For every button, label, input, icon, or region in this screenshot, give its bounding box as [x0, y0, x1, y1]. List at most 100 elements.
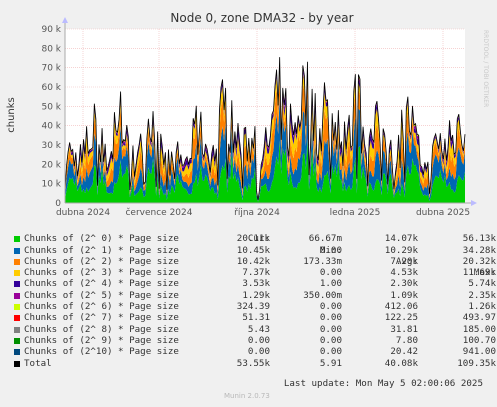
- chart: 0 10 k 20 k 30 k 40 k 50 k 60 k 70 k 80 k 90 k dub…: [6, 11, 489, 218]
- legend-value-min: 0.00: [319, 301, 342, 313]
- legend-value-avg: 4.53k: [390, 267, 418, 279]
- area-series-0: [65, 138, 465, 203]
- legend-series-name: Chunks of (2^ 6) * Page size: [24, 301, 179, 313]
- legend-value-max: 2.35k: [468, 289, 496, 301]
- legend-series-name: Chunks of (2^ 9) * Page size: [24, 334, 179, 346]
- legend-swatch: [14, 326, 20, 333]
- legend-value-max: 941.00: [462, 346, 496, 358]
- legend-value-avg: 2.30k: [390, 278, 418, 290]
- legend-value-avg: 1.09k: [390, 289, 418, 301]
- legend-value-cur: 324.39: [236, 301, 270, 313]
- last-update: Last update: Mon May 5 02:00:06 2025: [283, 378, 483, 389]
- legend-value-cur: 20.11k: [236, 233, 270, 245]
- y-axis-arrow: [62, 17, 68, 23]
- legend-value-avg: 7.20k: [390, 255, 418, 267]
- generator-label: Munin 2.0.73: [224, 392, 270, 400]
- legend-value-avg: 10.29k: [384, 244, 418, 256]
- x-tick-label: října 2024: [234, 208, 280, 218]
- legend-value-cur: 0.00: [247, 346, 270, 358]
- legend-value-avg: 412.06: [384, 301, 418, 313]
- legend-swatch: [14, 292, 20, 299]
- legend-value-avg: 14.07k: [384, 233, 418, 245]
- legend-value-max: 493.97: [462, 312, 496, 324]
- legend-row: Chunks of (2^ 2) * Page size 10.42k 173.33…: [14, 255, 496, 267]
- legend-swatch: [14, 236, 20, 243]
- legend-row: Chunks of (2^ 6) * Page size 324.39 0.00 41…: [14, 301, 496, 313]
- area-series-1: [65, 96, 465, 202]
- legend-value-min: 0.00: [319, 346, 342, 358]
- legend-series-name: Chunks of (2^ 1) * Page size: [24, 244, 179, 256]
- y-tick-label: 80 k: [41, 44, 61, 54]
- chart-title: Node 0, zone DMA32 - by year: [170, 11, 353, 25]
- y-tick-label: 90 k: [41, 25, 61, 35]
- legend-swatch: [14, 281, 20, 288]
- legend-row: Chunks of (2^ 9) * Page size 0.00 0.00 7.80…: [14, 334, 496, 346]
- legend-value-min: 0.00: [319, 312, 342, 324]
- legend-row: Chunks of (2^ 1) * Page size 10.45k 0.00 10…: [14, 244, 496, 256]
- legend-value-cur: 5.43: [247, 323, 270, 335]
- y-tick-label: 60 k: [41, 83, 61, 93]
- legend-row: Chunks of (2^ 3) * Page size 7.37k 0.00 4.5…: [14, 267, 496, 279]
- legend-swatch: [14, 247, 20, 254]
- legend-series-name: Chunks of (2^ 7) * Page size: [24, 312, 179, 324]
- legend-value-avg: 40.08k: [384, 357, 418, 369]
- legend-value-max: 5.74k: [468, 278, 496, 290]
- y-tick-label: 70 k: [41, 64, 61, 74]
- legend-value-min: 1.00: [319, 278, 342, 290]
- y-tick-label: 0: [55, 199, 61, 209]
- legend-series-name: Chunks of (2^ 0) * Page size: [24, 233, 179, 245]
- legend-swatch: [14, 337, 20, 344]
- legend-value-cur: 0.00: [247, 334, 270, 346]
- x-tick-label: ledna 2025: [330, 208, 381, 218]
- legend-header-avg: Avg:: [395, 255, 418, 267]
- legend-swatch: [14, 360, 20, 367]
- y-tick-label: 30 k: [41, 141, 61, 151]
- legend-value-min: 0.00: [319, 244, 342, 256]
- y-tick-label: 40 k: [41, 122, 61, 132]
- legend-value-max: 56.13k: [462, 233, 496, 245]
- legend-value-min: 0.00: [319, 267, 342, 279]
- legend-row: Chunks of (2^ 5) * Page size 1.29k 350.00m…: [14, 289, 496, 301]
- legend-series-name: Chunks of (2^ 8) * Page size: [24, 323, 179, 335]
- area-series-3: [65, 66, 465, 201]
- legend-value-min: 350.00m: [303, 289, 342, 301]
- legend-value-min: 0.00: [319, 323, 342, 335]
- legend-series-name: Chunks of (2^10) * Page size: [24, 346, 179, 358]
- legend: Cur: Min: Avg: Max: Chunks of (2^ 0) * P…: [14, 222, 496, 369]
- x-tick-label: dubna 2025: [416, 208, 470, 218]
- legend-value-min: 66.67m: [308, 233, 342, 245]
- legend-value-min: 0.00: [319, 334, 342, 346]
- legend-header-cur: Cur:: [247, 233, 270, 245]
- axes: 0 10 k 20 k 30 k 40 k 50 k 60 k 70 k 80 k 90 k dub…: [41, 17, 477, 218]
- legend-row: Total 53.55k 5.91 40.08k 109.35k: [14, 357, 496, 369]
- x-tick-label: července 2024: [125, 207, 192, 218]
- legend-swatch: [14, 270, 20, 277]
- legend-series-name: Chunks of (2^ 2) * Page size: [24, 255, 179, 267]
- legend-swatch: [14, 315, 20, 322]
- legend-value-avg: 31.81: [390, 323, 418, 335]
- legend-header-max: Max:: [473, 267, 496, 279]
- legend-row: Chunks of (2^ 8) * Page size 5.43 0.00 31.8…: [14, 323, 496, 335]
- legend-series-name: Total: [24, 357, 52, 369]
- legend-row: Chunks of (2^ 0) * Page size 20.11k 66.67m…: [14, 233, 496, 245]
- legend-value-min: 173.33m: [303, 255, 342, 267]
- legend-value-max: 185.00: [462, 323, 496, 335]
- legend-header: Cur: Min: Avg: Max:: [14, 222, 496, 278]
- stacked-areas: [64, 57, 466, 203]
- legend-row: Chunks of (2^ 4) * Page size 3.53k 1.00 2.3…: [14, 278, 496, 290]
- total-line: [64, 57, 466, 201]
- legend-header-min: Min:: [319, 244, 342, 256]
- rrdtool-watermark: RRDTOOL / TOBI OETIKER: [482, 30, 489, 107]
- legend-value-max: 1.26k: [468, 301, 496, 313]
- legend-swatch: [14, 258, 20, 265]
- legend-swatch: [14, 304, 20, 311]
- x-axis-arrow: [471, 200, 477, 206]
- y-tick-label: 50 k: [41, 102, 61, 112]
- x-tick-label: dubna 2024: [56, 208, 110, 218]
- legend-value-max: 100.70: [462, 334, 496, 346]
- legend-value-max: 20.32k: [462, 255, 496, 267]
- legend-row: Chunks of (2^ 7) * Page size 51.31 0.00 122…: [14, 312, 496, 324]
- y-tick-label: 20 k: [41, 160, 61, 170]
- legend-value-min: 5.91: [319, 357, 342, 369]
- legend-series-name: Chunks of (2^ 4) * Page size: [24, 278, 179, 290]
